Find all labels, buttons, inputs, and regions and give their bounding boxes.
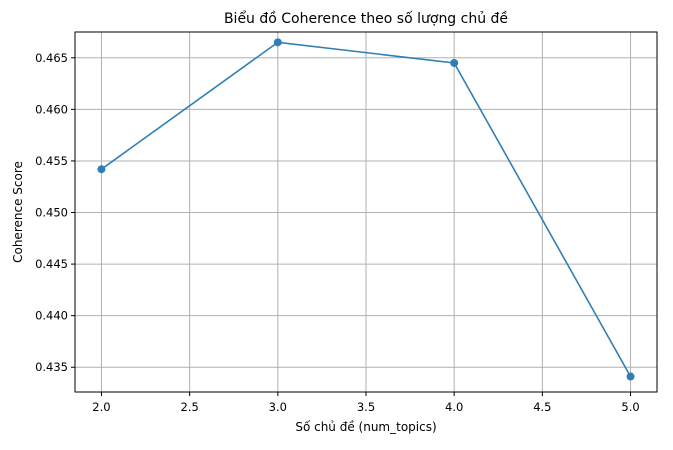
x-axis-label: Số chủ đề (num_topics)	[295, 420, 436, 434]
data-point	[97, 165, 106, 174]
y-tick-label: 0.435	[35, 360, 68, 374]
chart-title: Biểu đồ Coherence theo số lượng chủ đề	[224, 10, 508, 27]
plot-frame	[74, 31, 658, 393]
y-tick-label: 0.465	[35, 51, 68, 65]
x-tick-label: 4.5	[533, 400, 551, 414]
data-point	[273, 38, 282, 47]
y-tick-label: 0.445	[35, 257, 68, 271]
x-tick-label: 4.0	[445, 400, 463, 414]
y-tick-label: 0.455	[35, 154, 68, 168]
x-tick-label: 3.5	[357, 400, 375, 414]
y-tick-label: 0.450	[35, 206, 68, 220]
grid-lines	[75, 32, 657, 392]
series-line	[100, 41, 632, 377]
y-axis-label: Coherence Score	[11, 161, 25, 263]
x-tick-label: 5.0	[621, 400, 639, 414]
x-tick-label: 2.5	[180, 400, 198, 414]
data-point	[450, 58, 459, 67]
coherence-series	[97, 38, 635, 381]
data-point	[626, 372, 635, 381]
x-tick-label: 3.0	[269, 400, 287, 414]
y-tick-label: 0.460	[35, 102, 68, 116]
y-tick-label: 0.440	[35, 309, 68, 323]
axis-ticks: 2.0 2.5 3.0 3.5 4.0 4.5 5.0 0.435 0.440 0.445 0.45…	[35, 51, 640, 414]
x-tick-label: 2.0	[92, 400, 110, 414]
